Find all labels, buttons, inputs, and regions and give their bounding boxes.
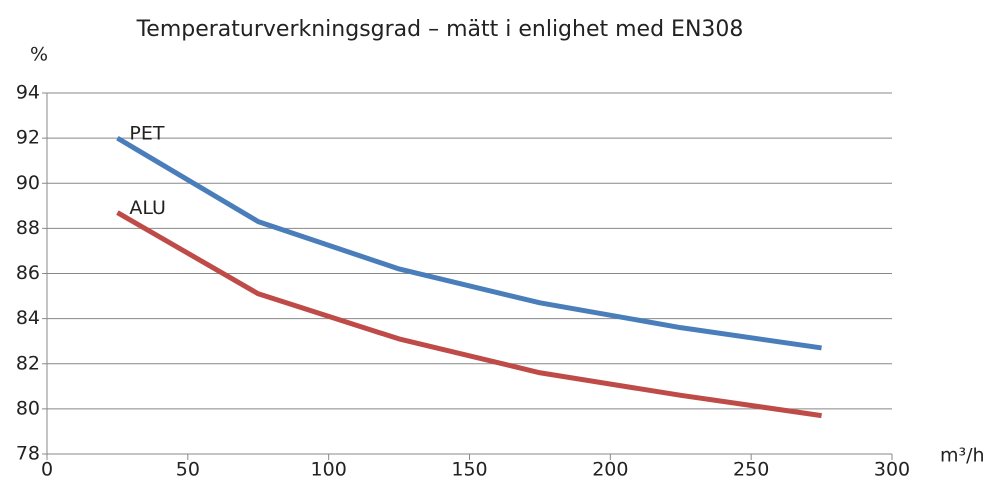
x-tick-label: 300 [874, 459, 910, 481]
y-tick-label: 80 [16, 397, 40, 419]
y-tick-label: 94 [16, 82, 40, 104]
series-line [116, 135, 822, 351]
y-tick-label: 78 [16, 443, 40, 465]
x-tick-label: 50 [176, 459, 200, 481]
y-tick-label: 84 [16, 307, 40, 329]
y-tick-label: 86 [16, 262, 40, 284]
series-label: PET [129, 123, 164, 145]
x-tick-label: 0 [41, 459, 53, 481]
x-tick-label: 200 [592, 459, 628, 481]
y-tick-label: 88 [16, 217, 40, 239]
series-line [116, 210, 822, 419]
x-tick-label: 150 [451, 459, 487, 481]
y-axis-label: % [30, 44, 48, 66]
x-axis-label: m³/h [940, 445, 985, 467]
y-tick-label: 90 [16, 172, 40, 194]
chart-title: Temperaturverkningsgrad – mätt i enlighe… [136, 17, 744, 42]
x-tick-label: 250 [733, 459, 769, 481]
series-label: ALU [129, 197, 166, 219]
y-tick-label: 92 [16, 127, 40, 149]
x-tick-label: 100 [311, 459, 347, 481]
y-tick-label: 82 [16, 352, 40, 374]
